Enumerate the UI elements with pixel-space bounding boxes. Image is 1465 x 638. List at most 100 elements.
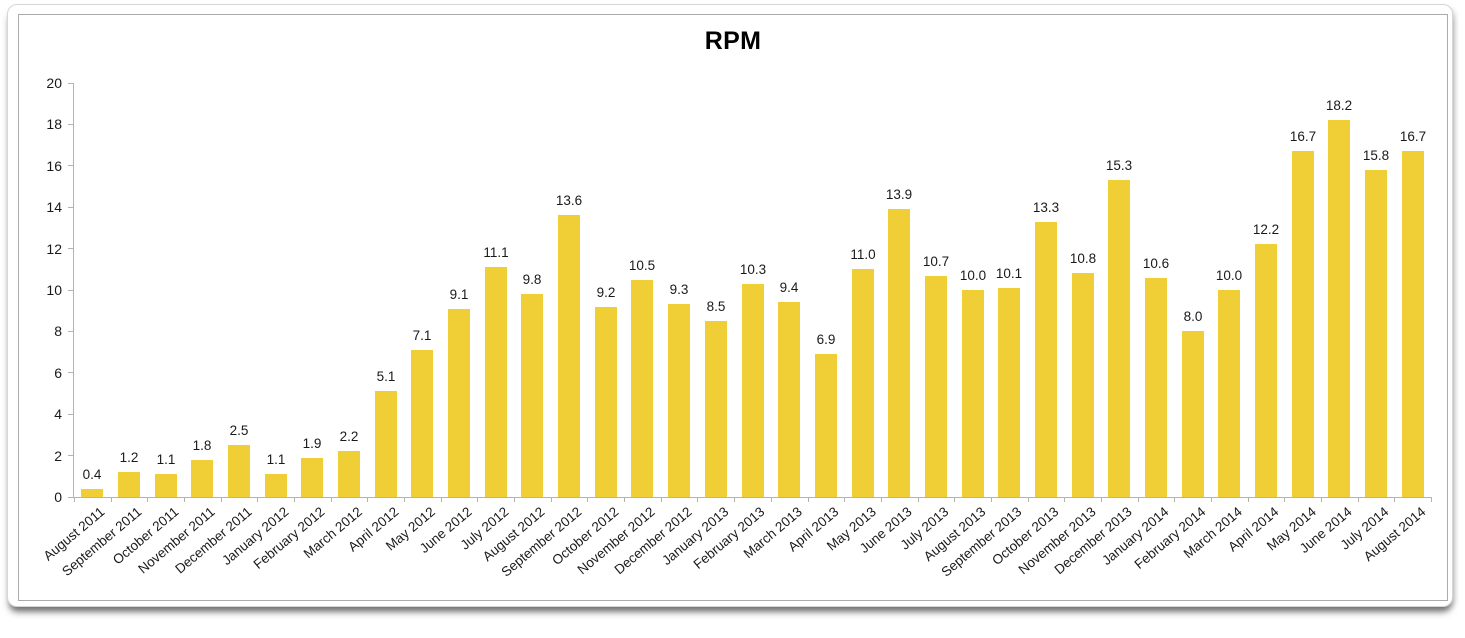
y-axis-label: 2	[54, 448, 62, 464]
chart-title: RPM	[704, 27, 762, 55]
bar	[521, 294, 543, 497]
x-axis-tick	[147, 497, 148, 502]
x-axis-tick	[514, 497, 515, 502]
y-axis-tick	[68, 207, 74, 208]
x-axis-tick	[477, 497, 478, 502]
bar-value-label: 15.3	[1105, 158, 1133, 173]
bar	[705, 321, 727, 497]
bar-value-label: 12.2	[1252, 222, 1280, 237]
x-axis-tick	[808, 497, 809, 502]
bar-value-label: 1.1	[156, 452, 176, 467]
x-axis-tick	[661, 497, 662, 502]
bar	[265, 474, 287, 497]
bar-value-label: 10.3	[739, 262, 767, 277]
y-axis-label: 16	[46, 158, 62, 174]
bar	[1402, 151, 1424, 497]
bar-value-label: 9.1	[449, 287, 469, 302]
bar-value-label: 13.9	[885, 187, 913, 202]
bar-value-label: 10.8	[1069, 251, 1097, 266]
x-axis-tick	[367, 497, 368, 502]
x-axis-tick	[441, 497, 442, 502]
bar-value-label: 18.2	[1325, 98, 1353, 113]
x-axis-tick	[918, 497, 919, 502]
x-axis-tick	[881, 497, 882, 502]
bar-value-label: 13.6	[555, 193, 583, 208]
x-axis-tick	[221, 497, 222, 502]
bar-value-label: 2.2	[339, 429, 359, 444]
bar	[411, 350, 433, 497]
bar	[228, 445, 250, 497]
x-axis-tick	[404, 497, 405, 502]
x-axis-tick	[1028, 497, 1029, 502]
bar-value-label: 1.1	[266, 452, 286, 467]
x-axis-tick	[734, 497, 735, 502]
bar	[962, 290, 984, 497]
bar	[815, 354, 837, 497]
y-axis-label: 6	[54, 365, 62, 381]
bar	[1365, 170, 1387, 497]
x-axis-tick	[624, 497, 625, 502]
bar-value-label: 10.1	[995, 266, 1023, 281]
x-axis-tick	[1174, 497, 1175, 502]
bar	[118, 472, 140, 497]
bar-value-label: 1.2	[119, 450, 139, 465]
bar-value-label: 11.0	[850, 247, 876, 262]
chart-frame: RPM 0 2 4 6 8 10 12 14 16 18 20 0.4 August 2011 1.2 Se…	[18, 14, 1448, 601]
bar	[1145, 278, 1167, 497]
x-axis-tick	[1138, 497, 1139, 502]
bar-value-label: 16.7	[1289, 129, 1317, 144]
bar-value-label: 16.7	[1399, 129, 1427, 144]
bar	[998, 288, 1020, 497]
bar	[558, 215, 580, 497]
bar	[155, 474, 177, 497]
y-axis-tick	[68, 414, 74, 415]
bar-value-label: 8.0	[1183, 309, 1203, 324]
x-axis-tick	[844, 497, 845, 502]
bar-value-label: 5.1	[376, 369, 396, 384]
y-axis-tick	[68, 372, 74, 373]
bar	[852, 269, 874, 497]
bar-value-label: 7.1	[412, 328, 432, 343]
chart-panel: RPM 0 2 4 6 8 10 12 14 16 18 20 0.4 August 2011 1.2 Se…	[7, 4, 1453, 607]
bar	[1035, 222, 1057, 497]
bar-value-label: 10.0	[959, 268, 987, 283]
y-axis-label: 0	[54, 489, 62, 505]
bar-value-label: 9.3	[669, 282, 689, 297]
bar-value-label: 9.4	[779, 280, 799, 295]
x-axis-tick	[1284, 497, 1285, 502]
bar-value-label: 11.1	[483, 245, 509, 260]
bar	[1218, 290, 1240, 497]
x-axis-tick	[1211, 497, 1212, 502]
bar	[1292, 151, 1314, 497]
y-axis-tick	[68, 124, 74, 125]
x-axis-tick	[991, 497, 992, 502]
y-axis-tick	[68, 290, 74, 291]
bar	[778, 302, 800, 497]
bar	[448, 309, 470, 497]
bar	[301, 458, 323, 497]
y-axis-label: 8	[54, 323, 62, 339]
bar	[1182, 331, 1204, 497]
bar-value-label: 10.7	[922, 254, 950, 269]
bar-value-label: 0.4	[82, 467, 102, 482]
bar	[485, 267, 507, 497]
bar-value-label: 2.5	[229, 423, 249, 438]
bar	[595, 307, 617, 497]
x-axis-tick	[1101, 497, 1102, 502]
bar-value-label: 9.8	[522, 272, 542, 287]
bar-value-label: 8.5	[706, 299, 726, 314]
x-axis-tick	[184, 497, 185, 502]
bar	[375, 391, 397, 497]
y-axis-label: 12	[46, 241, 62, 257]
x-axis-tick	[1321, 497, 1322, 502]
bar-value-label: 6.9	[816, 332, 836, 347]
y-axis-label: 14	[46, 199, 62, 215]
x-axis-tick	[1394, 497, 1395, 502]
y-axis-label: 4	[54, 406, 62, 422]
bar	[338, 451, 360, 497]
bar	[81, 489, 103, 497]
y-axis-tick	[68, 248, 74, 249]
bar	[1108, 180, 1130, 497]
x-axis-tick	[587, 497, 588, 502]
bar-value-label: 10.5	[628, 258, 656, 273]
